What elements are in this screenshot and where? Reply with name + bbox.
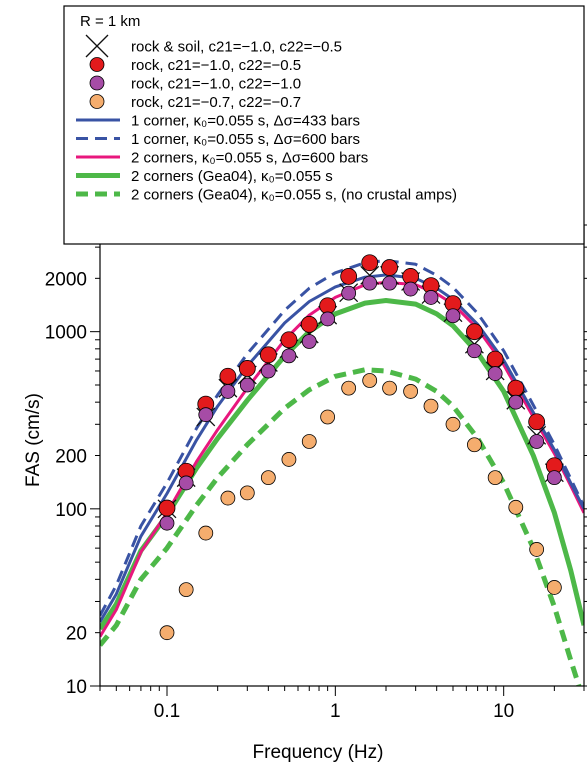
series-3-point-15 [467, 437, 482, 453]
series-2-point-15 [467, 343, 482, 359]
x-marker-stroke [85, 34, 109, 58]
series-3-point-8 [320, 409, 336, 425]
series-2-point-8 [320, 311, 336, 327]
series-3-point-17 [508, 499, 524, 515]
series-points [157, 254, 564, 641]
series-2-point-1 [178, 475, 194, 491]
series-2-point-0 [159, 515, 175, 531]
series-1-point-15 [466, 323, 483, 341]
legend-symbol-3 [89, 94, 105, 109]
series-3-point-9 [341, 380, 357, 396]
y-tick-label: 20 [66, 624, 87, 645]
y-tick-label: 100 [55, 500, 87, 521]
series-3-point-18 [529, 542, 545, 557]
series-1-point-6 [280, 331, 298, 349]
y-tick-label: 200 [55, 447, 87, 468]
legend-label-3: rock, c21=−0.7, c22=−0.7 [131, 94, 301, 111]
series-1-point-7 [300, 315, 318, 333]
y-tick-label: 10 [66, 677, 87, 698]
series-2-point-11 [382, 275, 397, 291]
series-2-point-10 [362, 275, 378, 291]
series-line-8 [100, 367, 582, 686]
legend-label-1: rock, c21=−1.0, c22=−0.5 [131, 57, 301, 74]
series-2-point-16 [487, 366, 503, 381]
series-3-point-7 [301, 434, 317, 449]
y-axis-label: FAS (cm/s) [23, 393, 44, 487]
series-2-point-9 [341, 285, 357, 301]
legend-label-4: 1 corner, κ₀=0.055 s, Δσ=433 bars [131, 113, 360, 130]
x-axis-label: Frequency (Hz) [253, 742, 384, 763]
series-1-point-4 [238, 360, 256, 377]
series-2-point-13 [423, 290, 439, 305]
series-2-point-2 [198, 407, 214, 423]
series-2-point-14 [445, 308, 461, 324]
series-2-point-12 [403, 281, 419, 297]
series-1-point-17 [507, 379, 525, 397]
legend-label-2: rock, c21=−1.0, c22=−1.0 [131, 76, 301, 93]
legend-label-0: rock & soil, c21=−1.0, c22=−0.5 [131, 39, 342, 56]
series-1-point-8 [319, 297, 337, 315]
series-line-4 [100, 273, 584, 623]
series-2-point-5 [260, 363, 276, 379]
series-3-point-12 [403, 384, 419, 399]
legend-symbol-2 [89, 75, 105, 91]
legend-label-5: 1 corner, κ₀=0.055 s, Δσ=600 bars [131, 131, 360, 148]
y-tick-label: 1000 [45, 323, 87, 344]
series-3-point-11 [382, 380, 397, 396]
series-2-point-18 [529, 434, 545, 449]
series-1-point-5 [259, 346, 277, 364]
series-3-point-19 [546, 580, 562, 595]
y-axis: 10 20 100 200 1000 2000 [45, 224, 587, 698]
series-line-6 [100, 280, 584, 638]
series-2-point-4 [239, 377, 255, 393]
legend-label-7: 2 corners (Gea04), κ₀=0.055 s [131, 168, 333, 185]
legend-symbol-0 [85, 34, 109, 58]
series-3-point-10 [362, 373, 378, 388]
series-2-point-3 [220, 384, 236, 399]
legend-symbol-1 [89, 57, 105, 72]
series-3-point-3 [220, 490, 236, 506]
series-1-point-10 [361, 254, 379, 272]
series-1-point-3 [219, 367, 237, 385]
series-1-point-18 [528, 413, 546, 431]
series-2-point-17 [508, 394, 524, 410]
series-1-point-9 [340, 268, 358, 285]
series-3-point-2 [198, 525, 214, 541]
y-tick-label: 2000 [45, 269, 87, 290]
series-3-point-4 [239, 485, 255, 501]
series-1-point-11 [381, 259, 398, 276]
series-3-point-6 [281, 452, 297, 467]
legend-box [63, 5, 585, 245]
series-2-point-19 [546, 470, 562, 486]
series-2-point-6 [281, 348, 297, 364]
series-3-point-14 [445, 416, 461, 432]
series-2-point-7 [301, 334, 317, 349]
series-3-point-1 [178, 582, 194, 598]
legend-label-6: 2 corners, κ₀=0.055 s, Δσ=600 bars [131, 150, 368, 167]
series-3-point-13 [423, 398, 439, 414]
series-curves [100, 259, 584, 686]
series-3-point-0 [159, 625, 175, 641]
legend-label-8: 2 corners (Gea04), κ₀=0.055 s, (no crust… [131, 187, 457, 204]
series-line-7 [100, 298, 584, 631]
x-tick-label: 1 [330, 701, 341, 722]
series-1-point-16 [486, 350, 504, 368]
x-tick-label: 0.1 [154, 701, 180, 722]
series-3-point-16 [487, 470, 503, 486]
x-tick-label: 10 [493, 701, 514, 722]
legend-title: R = 1 km [80, 13, 140, 30]
series-3-point-5 [260, 470, 276, 486]
series-1-point-0 [158, 499, 176, 517]
